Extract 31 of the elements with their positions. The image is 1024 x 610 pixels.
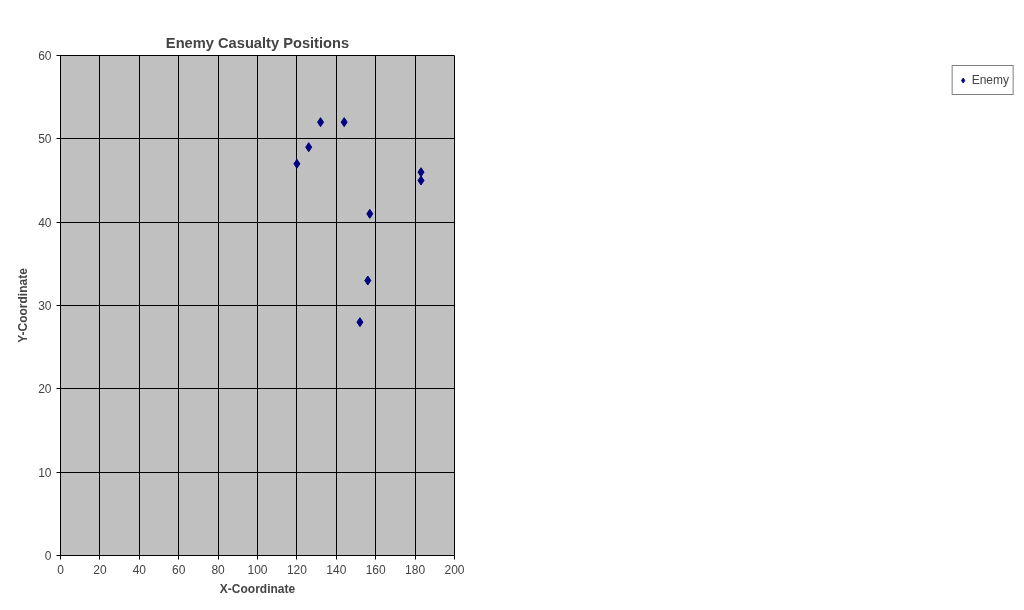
x-tick-label: 20 [93,562,107,577]
y-tick-label: 30 [38,299,52,313]
y-tick-label: 20 [38,382,52,397]
y-tick-label: 0 [44,549,52,563]
point [340,117,348,128]
point [305,142,313,153]
x-tick-label: 160 [365,562,387,577]
x-tick-label: 100 [247,562,268,577]
point [293,158,301,169]
x-tick-label: 140 [326,562,347,577]
legend-label: Enemy [971,73,1009,87]
x-tick-label: 40 [132,562,147,577]
x-tick-label: 180 [405,562,426,577]
point [417,175,425,186]
point [364,275,372,286]
x-tick-label: 120 [286,562,308,577]
y-tick-label: 60 [38,49,52,63]
chart-title: Enemy Casualty Positions [165,34,350,51]
x-axis-title: X-Coordinate [219,581,296,596]
point [366,208,374,219]
y-tick-label: 40 [38,215,52,230]
x-tick-label: 80 [211,562,226,577]
y-tick-label: 50 [38,132,52,147]
point [417,167,425,178]
y-tick-label: 10 [38,465,52,480]
y-axis-title: Y-Coordinate [16,267,31,343]
point [356,317,364,328]
x-tick-label: 60 [172,562,186,577]
x-tick-label: 0 [57,562,65,577]
x-tick-label: 200 [444,562,465,577]
point [317,117,325,128]
